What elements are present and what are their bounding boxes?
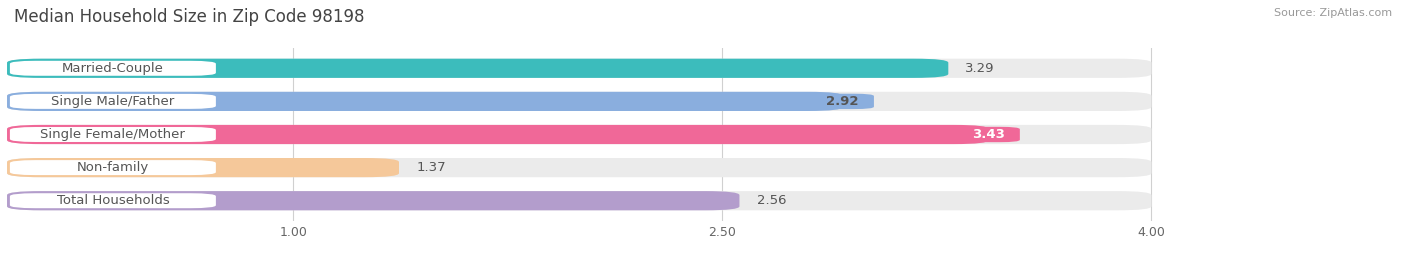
FancyBboxPatch shape xyxy=(7,158,1152,177)
Text: 2.56: 2.56 xyxy=(756,194,786,207)
Text: Single Male/Father: Single Male/Father xyxy=(51,95,174,108)
FancyBboxPatch shape xyxy=(811,94,875,109)
Text: 3.29: 3.29 xyxy=(966,62,995,75)
FancyBboxPatch shape xyxy=(7,92,842,111)
FancyBboxPatch shape xyxy=(10,193,217,208)
FancyBboxPatch shape xyxy=(7,158,399,177)
FancyBboxPatch shape xyxy=(957,127,1019,142)
FancyBboxPatch shape xyxy=(7,191,1152,210)
FancyBboxPatch shape xyxy=(7,59,1152,78)
FancyBboxPatch shape xyxy=(10,127,217,142)
Text: Source: ZipAtlas.com: Source: ZipAtlas.com xyxy=(1274,8,1392,18)
FancyBboxPatch shape xyxy=(7,191,740,210)
FancyBboxPatch shape xyxy=(10,160,217,175)
FancyBboxPatch shape xyxy=(7,125,988,144)
FancyBboxPatch shape xyxy=(7,92,1152,111)
Text: Married-Couple: Married-Couple xyxy=(62,62,165,75)
Text: Single Female/Mother: Single Female/Mother xyxy=(41,128,186,141)
Text: Total Households: Total Households xyxy=(56,194,169,207)
Text: Median Household Size in Zip Code 98198: Median Household Size in Zip Code 98198 xyxy=(14,8,364,26)
Text: 3.43: 3.43 xyxy=(972,128,1005,141)
Text: 1.37: 1.37 xyxy=(416,161,446,174)
FancyBboxPatch shape xyxy=(10,61,217,76)
Text: 2.92: 2.92 xyxy=(827,95,859,108)
FancyBboxPatch shape xyxy=(7,125,1152,144)
FancyBboxPatch shape xyxy=(10,94,217,109)
Text: Non-family: Non-family xyxy=(77,161,149,174)
FancyBboxPatch shape xyxy=(7,59,948,78)
